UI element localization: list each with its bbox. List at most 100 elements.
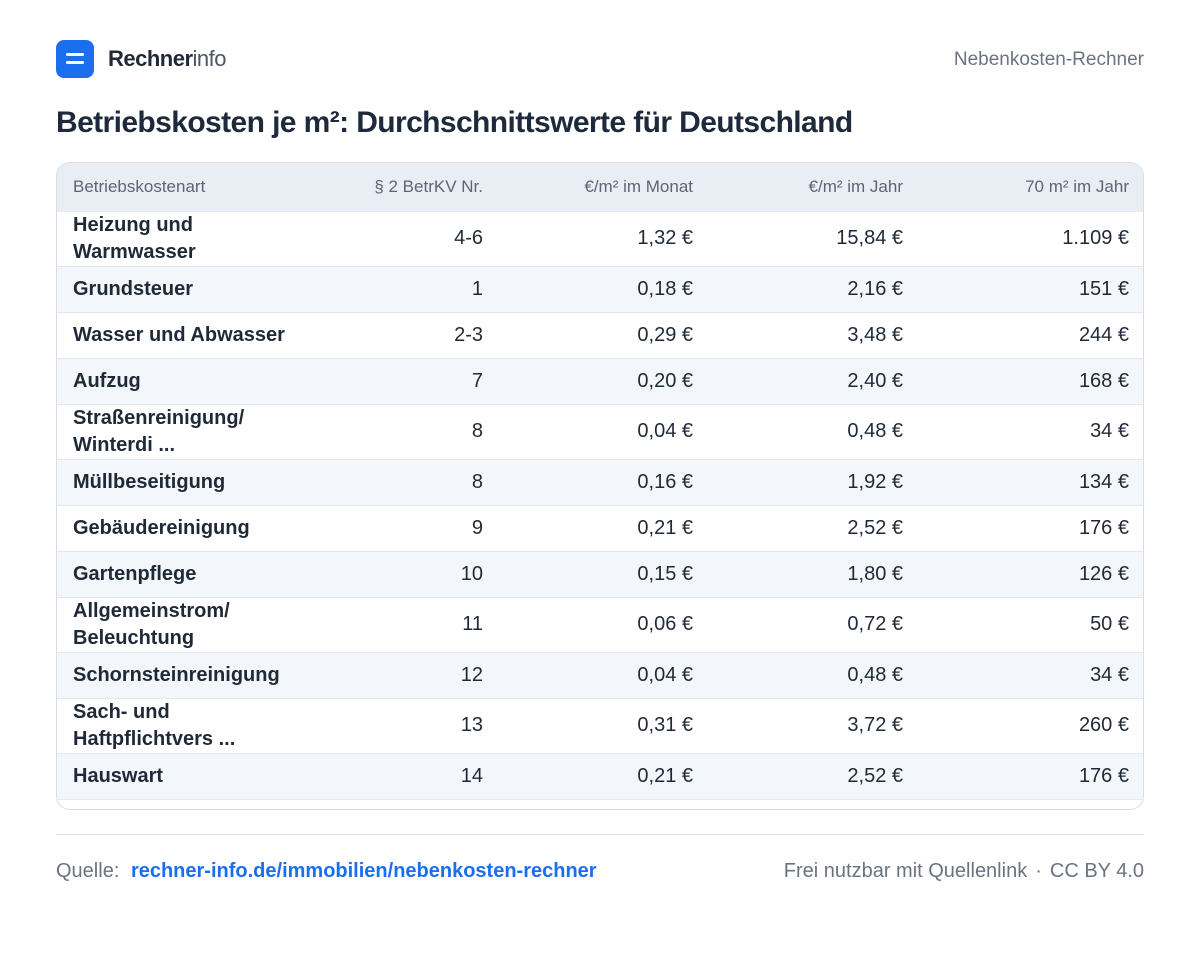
cell-per-year: 0,84 € — [709, 799, 919, 809]
license-line: Frei nutzbar mit Quellenlink · CC BY 4.0 — [784, 860, 1144, 883]
cost-type-label: Sonstige Betriebskosten — [73, 809, 313, 810]
brand-logo[interactable]: Rechnerinfo — [56, 40, 227, 78]
cell-per-year: 0,48 € — [847, 663, 903, 686]
cell-per-year: 15,84 € — [836, 227, 903, 249]
column-header-per-month: €/m² im Monat — [584, 176, 693, 196]
cell-betrkv-nr: 2-3 — [454, 323, 483, 346]
cell-per-year: 1,80 € — [847, 562, 903, 585]
cell-betrkv-nr: 1 — [471, 277, 483, 300]
cell-per-year: 2,16 € — [847, 277, 903, 300]
cell-cost-type: Sach- und Haftpflichtvers ... — [57, 698, 329, 753]
cost-type-label: Heizung und Warmwasser — [73, 213, 196, 263]
cell-70m2-year: 168 € — [1078, 369, 1129, 392]
brand-name-light: info — [192, 46, 227, 71]
cell-per-month: 0,07 € — [499, 799, 709, 809]
cost-type-label: Wasser und Abwasser — [73, 323, 285, 346]
calculator-name: Nebenkosten-Rechner — [953, 49, 1144, 70]
table-row: Aufzug 7 0,20 € 2,40 € 168 € — [57, 358, 1143, 404]
page-header: Rechnerinfo Nebenkosten-Rechner — [56, 40, 1144, 78]
cell-cost-type: Schornsteinreinigung — [57, 652, 329, 698]
cell-70m2-year: 59 € — [919, 799, 1143, 809]
brand-name-strong: Rechner — [108, 46, 193, 71]
table-header-row: Betriebskostenart § 2 BetrKV Nr. €/m² im… — [57, 163, 1143, 211]
cost-type-label: Grundsteuer — [73, 277, 194, 300]
table-row: Hauswart 14 0,21 € 2,52 € 176 € — [57, 753, 1143, 799]
cost-type-label: Straßenreinigung/ Winterdi ... — [73, 406, 245, 456]
cell-cost-type: Straßenreinigung/ Winterdi ... — [57, 404, 329, 459]
cell-per-month: 0,21 € — [637, 516, 693, 539]
cell-cost-type: Aufzug — [57, 358, 329, 404]
cell-70m2-year: 50 € — [1090, 613, 1129, 635]
cell-per-month: 0,21 € — [637, 764, 693, 787]
cell-per-month: 0,20 € — [637, 369, 693, 392]
cost-type-label: Aufzug — [73, 369, 141, 392]
cell-70m2-year: 34 € — [1090, 420, 1129, 442]
cell-cost-type: Heizung und Warmwasser — [57, 211, 329, 266]
source-link[interactable]: rechner-info.de/immobilien/nebenkosten-r… — [130, 860, 597, 882]
cell-betrkv-nr: 4-6 — [454, 227, 483, 249]
table-row: Gebäudereinigung 9 0,21 € 2,52 € 176 € — [57, 505, 1143, 551]
cell-per-year: 2,52 € — [847, 764, 903, 787]
cost-type-label: Sach- und Haftpflichtvers ... — [73, 700, 236, 750]
cell-per-month: 0,18 € — [637, 277, 693, 300]
cell-per-month: 0,06 € — [637, 613, 693, 635]
cell-betrkv-nr: 11 — [462, 613, 483, 635]
cost-type-label: Gebäudereinigung — [73, 516, 250, 539]
cell-per-year: 1,92 € — [847, 470, 903, 493]
cell-70m2-year: 176 € — [1078, 516, 1129, 539]
cost-type-label: Schornsteinreinigung — [73, 663, 280, 686]
cell-cost-type: Grundsteuer — [57, 266, 329, 312]
table-body: Heizung und Warmwasser 4-6 1,32 € 15,84 € 1.… — [57, 211, 1143, 810]
cell-cost-type: Hauswart — [57, 753, 329, 799]
cell-per-month: 0,29 € — [637, 323, 693, 346]
brand-name: Rechnerinfo — [108, 46, 227, 72]
cell-per-year: 0,72 € — [847, 613, 903, 635]
column-header-per-year: €/m² im Jahr — [808, 176, 903, 196]
table-row: Grundsteuer 1 0,18 € 2,16 € 151 € — [57, 266, 1143, 312]
column-header-betrkv-nr: § 2 BetrKV Nr. — [374, 176, 483, 196]
cell-cost-type: Müllbeseitigung — [57, 459, 329, 505]
cell-70m2-year: 126 € — [1078, 562, 1129, 585]
cost-type-label: Müllbeseitigung — [73, 470, 226, 493]
table-row: Allgemeinstrom/ Beleuchtung 11 0,06 € 0,72 … — [57, 597, 1143, 652]
cell-per-year: 0,48 € — [847, 420, 903, 442]
cell-per-month: 0,31 € — [637, 714, 693, 736]
cell-cost-type: Wasser und Abwasser — [57, 312, 329, 358]
cell-per-year: 2,40 € — [847, 369, 903, 392]
cell-per-year: 3,72 € — [847, 714, 903, 736]
cell-per-month: 0,16 € — [637, 470, 693, 493]
source-label: Quelle: — [56, 860, 120, 882]
cell-betrkv-nr: 8 — [471, 470, 483, 493]
table-row: Gartenpflege 10 0,15 € 1,80 € 126 € — [57, 551, 1143, 597]
table-row: Müllbeseitigung 8 0,16 € 1,92 € 134 € — [57, 459, 1143, 505]
license-separator: · — [1035, 860, 1042, 882]
cell-betrkv-nr: 14 — [460, 764, 483, 787]
cell-70m2-year: 151 € — [1078, 277, 1129, 300]
page-footer: Quelle: rechner-info.de/immobilien/neben… — [56, 860, 1144, 886]
cell-betrkv-nr: 8 — [471, 420, 483, 442]
cell-70m2-year: 244 € — [1078, 323, 1129, 346]
footer-divider — [56, 834, 1144, 835]
cell-70m2-year: 134 € — [1078, 470, 1129, 493]
table-row: Wasser und Abwasser 2-3 0,29 € 3,48 € 244 € — [57, 312, 1143, 358]
column-header-cost-type: Betriebskostenart — [73, 176, 206, 196]
table-row: Sach- und Haftpflichtvers ... 13 0,31 € 3,7… — [57, 698, 1143, 753]
cost-table-container: Betriebskostenart § 2 BetrKV Nr. €/m² im… — [56, 162, 1144, 810]
cell-betrkv-nr: 10 — [460, 562, 483, 585]
cell-70m2-year: 1.109 € — [1062, 227, 1129, 249]
cost-table: Betriebskostenart § 2 BetrKV Nr. €/m² im… — [57, 163, 1143, 810]
table-row: Schornsteinreinigung 12 0,04 € 0,48 € 34 € — [57, 652, 1143, 698]
cell-betrkv-nr: 9 — [471, 516, 483, 539]
cell-per-year: 2,52 € — [847, 516, 903, 539]
table-row: Sonstige Betriebskosten 170,07 €0,84 €59 … — [57, 799, 1143, 810]
cell-cost-type: Sonstige Betriebskosten — [57, 799, 329, 810]
cell-per-month: 0,15 € — [637, 562, 693, 585]
cell-70m2-year: 34 € — [1090, 663, 1129, 686]
page-title: Betriebskosten je m²: Durchschnittswerte… — [56, 106, 853, 139]
cell-per-month: 0,04 € — [637, 663, 693, 686]
table-row: Heizung und Warmwasser 4-6 1,32 € 15,84 € 1.… — [57, 211, 1143, 266]
cell-per-month: 1,32 € — [637, 227, 693, 249]
cell-betrkv-nr: 13 — [460, 714, 483, 736]
cell-cost-type: Gebäudereinigung — [57, 505, 329, 551]
license-text: Frei nutzbar mit Quellenlink — [783, 860, 1028, 882]
